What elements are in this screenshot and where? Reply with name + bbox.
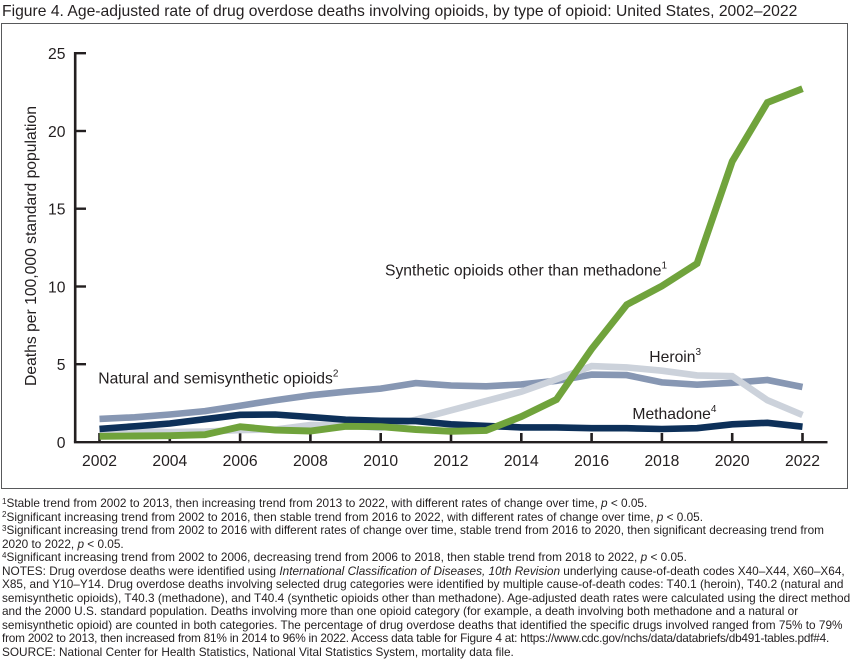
svg-text:2020: 2020 [715, 453, 750, 470]
svg-text:Deaths per 100,000 standard po: Deaths per 100,000 standard population [23, 106, 40, 386]
svg-text:2014: 2014 [504, 453, 539, 470]
svg-text:15: 15 [48, 202, 66, 219]
svg-text:2006: 2006 [223, 453, 258, 470]
svg-text:0: 0 [57, 435, 66, 452]
svg-text:2008: 2008 [293, 453, 328, 470]
svg-text:2016: 2016 [574, 453, 609, 470]
svg-text:10: 10 [48, 279, 66, 296]
svg-text:Heroin3: Heroin3 [649, 347, 701, 366]
svg-text:5: 5 [57, 357, 66, 374]
svg-text:2018: 2018 [644, 453, 679, 470]
svg-text:Methadone4: Methadone4 [632, 404, 717, 423]
svg-text:20: 20 [48, 124, 66, 141]
svg-text:2002: 2002 [82, 453, 117, 470]
svg-text:Synthetic opioids other than m: Synthetic opioids other than methadone1 [385, 261, 667, 280]
svg-text:Natural and semisynthetic opio: Natural and semisynthetic opioids2 [98, 369, 339, 388]
svg-text:2010: 2010 [363, 453, 398, 470]
svg-text:2012: 2012 [434, 453, 469, 470]
svg-text:2004: 2004 [152, 453, 187, 470]
svg-text:2022: 2022 [785, 453, 820, 470]
svg-text:25: 25 [48, 46, 66, 63]
